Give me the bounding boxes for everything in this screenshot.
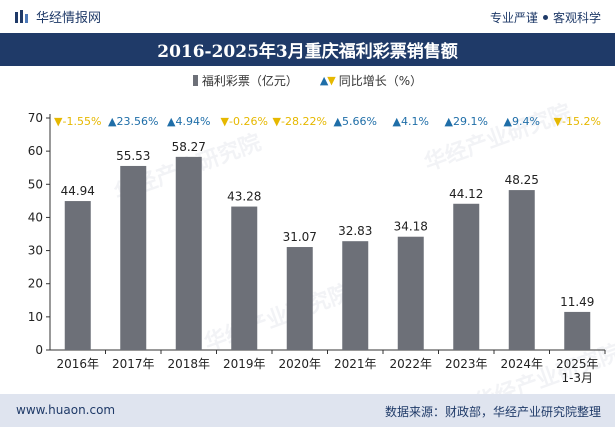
x-tick-label: 2019年	[223, 357, 266, 371]
chart-legend: 福利彩票（亿元） ▲▼ 同比增长（%）	[0, 72, 615, 89]
y-tick-label: 30	[28, 244, 43, 258]
down-triangle-icon: ▼	[54, 115, 63, 128]
x-tick-label: 2021年	[334, 357, 377, 371]
growth-value: 29.1%	[453, 115, 488, 128]
x-tick-label: 1-3月	[561, 371, 593, 385]
chart-title: 2016-2025年3月重庆福利彩票销售额	[0, 33, 615, 66]
brand: 华经情报网	[14, 7, 101, 26]
bar-value-label: 55.53	[116, 149, 150, 163]
growth-label: ▲4.94%	[167, 115, 210, 128]
bar-chart: 01020304050607044.942016年▼-1.55%55.53201…	[28, 111, 606, 385]
growth-label: ▲9.4%	[504, 115, 540, 128]
up-triangle-icon: ▲	[504, 115, 513, 128]
x-tick-label: 2018年	[167, 357, 210, 371]
slogan-left: 专业严谨	[489, 11, 538, 25]
y-tick-label: 70	[28, 111, 43, 125]
up-triangle-icon: ▲	[445, 115, 454, 128]
growth-label: ▲4.1%	[393, 115, 429, 128]
brand-name: 华经情报网	[36, 11, 102, 26]
growth-value: 9.4%	[512, 115, 540, 128]
bar	[120, 165, 147, 350]
x-tick-label: 2023年	[445, 357, 488, 371]
growth-label: ▼-1.55%	[54, 115, 101, 128]
growth-value: 4.94%	[176, 115, 211, 128]
bar	[231, 206, 258, 350]
bar-value-label: 58.27	[172, 140, 206, 154]
growth-value: -1.55%	[63, 115, 102, 128]
bar	[342, 241, 369, 350]
up-triangle-icon: ▲	[393, 115, 402, 128]
down-triangle-icon: ▼	[554, 115, 563, 128]
bar-value-label: 48.25	[505, 173, 539, 187]
bar-value-label: 32.83	[338, 224, 372, 238]
bar	[175, 156, 202, 350]
footer-url: www.huaon.com	[16, 403, 116, 417]
footer: www.huaon.com 数据来源：财政部，华经产业研究院整理	[0, 394, 615, 427]
logo-icon	[15, 9, 28, 23]
bar-value-label: 44.94	[61, 184, 95, 198]
legend-item-bars: 福利彩票（亿元）	[192, 72, 298, 89]
bar	[508, 190, 535, 350]
y-tick-label: 20	[28, 277, 43, 291]
x-tick-label: 2016年	[56, 357, 99, 371]
up-triangle-icon: ▲	[108, 115, 117, 128]
y-tick-label: 0	[35, 343, 43, 357]
growth-label: ▼-0.26%	[221, 115, 268, 128]
slogan: 专业严谨 客观科学	[490, 9, 601, 26]
growth-value: 4.1%	[401, 115, 429, 128]
growth-label: ▲5.66%	[334, 115, 377, 128]
y-tick-label: 40	[28, 210, 43, 224]
bar	[564, 311, 591, 350]
bar	[397, 236, 424, 350]
bar-value-label: 43.28	[227, 190, 261, 204]
x-tick-label: 2025年	[556, 357, 599, 371]
bar-value-label: 31.07	[283, 230, 317, 244]
footer-source: 数据来源：财政部，华经产业研究院整理	[384, 405, 601, 419]
x-tick-label: 2024年	[500, 357, 543, 371]
x-tick-label: 2022年	[389, 357, 432, 371]
legend-item-growth: ▲▼ 同比增长（%）	[320, 72, 422, 89]
bullet-dot-icon	[542, 15, 548, 20]
growth-value: -0.26%	[229, 115, 268, 128]
growth-value: 23.56%	[117, 115, 159, 128]
top-bar: 华经情报网 专业严谨 客观科学	[0, 0, 615, 33]
slogan-right: 客观科学	[552, 11, 601, 25]
bar-value-label: 44.12	[449, 187, 483, 201]
growth-label: ▼-28.22%	[273, 115, 327, 128]
bar-value-label: 11.49	[560, 295, 594, 309]
growth-label: ▲29.1%	[445, 115, 488, 128]
up-triangle-icon: ▲	[334, 115, 343, 128]
y-tick-label: 50	[28, 177, 43, 191]
growth-label: ▲23.56%	[108, 115, 158, 128]
bar-value-label: 34.18	[394, 220, 428, 234]
y-tick-label: 60	[28, 144, 43, 158]
up-triangle-icon: ▲	[167, 115, 176, 128]
bar	[286, 247, 313, 350]
growth-value: -28.22%	[281, 115, 327, 128]
down-triangle-icon: ▼	[221, 115, 230, 128]
legend-bar-label: 福利彩票（亿元）	[201, 74, 298, 88]
bar-swatch-icon	[192, 75, 198, 86]
bar	[64, 201, 91, 350]
growth-label: ▼-15.2%	[554, 115, 601, 128]
x-tick-label: 2017年	[112, 357, 155, 371]
x-tick-label: 2020年	[278, 357, 321, 371]
down-triangle-icon: ▼	[273, 115, 282, 128]
bar	[453, 203, 480, 350]
up-down-triangle-icon: ▲▼	[319, 74, 336, 87]
y-tick-label: 10	[28, 310, 43, 324]
legend-growth-label: 同比增长（%）	[338, 74, 423, 88]
growth-value: 5.66%	[342, 115, 377, 128]
growth-value: -15.2%	[562, 115, 601, 128]
